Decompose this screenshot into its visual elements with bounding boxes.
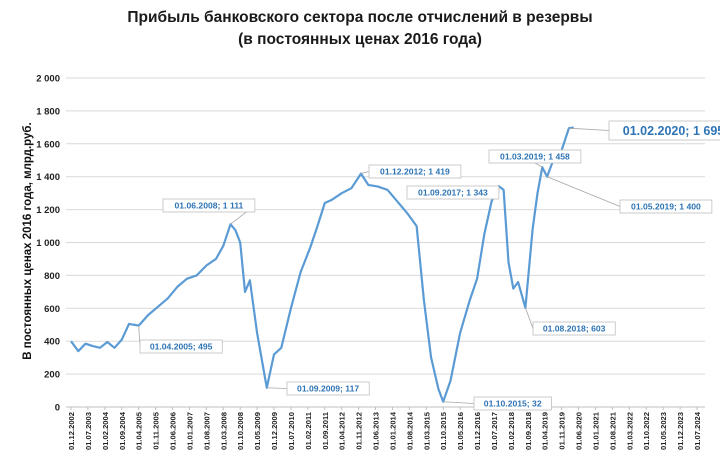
y-tick-label: 0	[55, 403, 60, 414]
x-tick-label: 01.07.2003	[84, 412, 93, 450]
x-tick-label: 01.02.2004	[101, 411, 110, 450]
x-tick-label: 01.12.2002	[67, 412, 76, 450]
annotation-box	[532, 321, 616, 336]
annotation-box	[619, 199, 713, 214]
x-tick-label: 01.06.2013	[372, 412, 381, 450]
x-tick-label: 01.06.2020	[575, 412, 584, 450]
x-tick-label: 01.10.2022	[642, 412, 651, 450]
x-tick-label: 01.04.2005	[135, 411, 144, 450]
y-tick-labels: 0 200 400 600 800 1 000 1 200 1 400 1 600 1 800 2 …	[36, 74, 60, 414]
x-tick-label: 01.12.2009	[270, 412, 279, 450]
chart-subtitle: (в постоянных ценах 2016 года)	[238, 31, 482, 48]
x-tick-label: 01.11.2012	[355, 412, 364, 450]
annotations: 01.04.2005; 495 01.06.2008; 1 111 01.09.20…	[138, 120, 720, 411]
annotation-leader	[360, 171, 370, 174]
x-tick-label: 01.05.2016	[456, 412, 465, 450]
annotation-box	[286, 381, 370, 396]
x-tick-label: 01.03.2015	[422, 411, 431, 450]
y-axis-label: В постоянных ценах 2016 года, млрд.руб.	[22, 122, 34, 359]
x-tick-label: 01.02.2018	[507, 412, 516, 450]
x-tick-label: 01.07.2017	[490, 412, 499, 450]
y-tick-label: 200	[44, 370, 60, 381]
annotation-box	[473, 396, 552, 411]
x-tick-label: 01.10.2008	[236, 412, 245, 450]
x-tick-label: 01.12.2016	[473, 412, 482, 450]
annotation-label: 01.10.2015; 32	[484, 399, 542, 409]
x-tick-label: 01.03.2022	[625, 412, 634, 450]
x-tick-label: 01.02.2011	[304, 411, 313, 449]
x-tick-label: 01.03.2008	[219, 412, 228, 450]
x-tick-label: 01.01.2021	[591, 411, 600, 450]
x-tick-label: 01.08.2007	[202, 412, 211, 450]
series	[70, 126, 574, 403]
annotation-box	[162, 198, 256, 213]
y-tick-label: 1 600	[36, 139, 60, 150]
annotation-label: 01.12.2012; 1 419	[380, 167, 450, 177]
annotation-leader	[568, 127, 610, 131]
x-tick-label: 01.11.2019	[558, 412, 567, 450]
annotation-label: 01.03.2019; 1 458	[500, 152, 570, 162]
x-tick-label: 01.01.2014	[388, 411, 397, 450]
x-tick-label: 01.10.2015	[439, 411, 448, 450]
x-tick-label: 01.07.2010	[287, 412, 296, 450]
x-tick-label: 01.11.2005	[152, 411, 161, 449]
y-tick-label: 1 400	[36, 172, 60, 183]
x-tick-label: 01.01.2007	[185, 412, 194, 450]
y-tick-label: 1 200	[36, 205, 60, 216]
y-tick-label: 600	[44, 304, 60, 315]
y-tick-label: 1 000	[36, 238, 60, 249]
series-line	[70, 126, 574, 403]
x-tick-label: 01.09.2011	[321, 411, 330, 449]
x-tick-label: 01.08.2014	[405, 411, 414, 450]
annotation-box	[406, 185, 500, 200]
annotation-leader	[534, 162, 543, 168]
x-tick-label: 01.05.2009	[253, 412, 262, 450]
annotation-box	[139, 339, 223, 354]
x-tick-label: 01.09.2004	[118, 411, 127, 450]
x-tick-label: 01.05.2023	[659, 412, 668, 450]
x-tick-label: 01.09.2018	[524, 412, 533, 450]
annotation-label: 01.09.2009; 117	[297, 384, 359, 394]
x-tick-label: 01.04.2012	[338, 412, 347, 450]
annotation-label: 01.04.2005; 495	[150, 342, 213, 352]
annotation-box	[608, 120, 720, 141]
annotation-leader	[266, 387, 288, 389]
y-tick-label: 800	[44, 271, 60, 282]
annotation-box	[488, 149, 582, 164]
y-tick-label: 1 800	[36, 106, 60, 117]
x-tick-label: 01.04.2019	[541, 412, 550, 450]
annotation-leader	[443, 401, 475, 404]
annotation-label: 01.05.2019; 1 400	[631, 202, 701, 212]
y-tick-label: 2 000	[36, 74, 60, 85]
annotation-leader	[546, 176, 621, 207]
y-tick-label: 400	[44, 337, 60, 348]
annotation-label: 01.08.2018; 603	[543, 324, 606, 334]
x-tick-label: 01.07.2024	[693, 411, 702, 450]
chart-title: Прибыль банковского сектора после отчисл…	[127, 9, 593, 26]
x-tick-label: 01.12.2023	[676, 412, 685, 450]
annotation-label: 01.09.2017; 1 343	[418, 188, 488, 198]
x-tick-labels: 01.12.2002 01.07.2003 01.02.2004 01.09.2004…	[67, 411, 702, 450]
axes	[66, 406, 705, 410]
annotation-label: 01.06.2008; 1 111	[175, 201, 244, 211]
x-tick-label: 01.06.2006	[169, 412, 178, 450]
annotation-leader	[525, 307, 534, 329]
annotation-label: 01.02.2020; 1 695	[623, 124, 720, 138]
x-tick-label: 01.08.2021	[608, 411, 617, 450]
annotation-box	[368, 164, 462, 179]
